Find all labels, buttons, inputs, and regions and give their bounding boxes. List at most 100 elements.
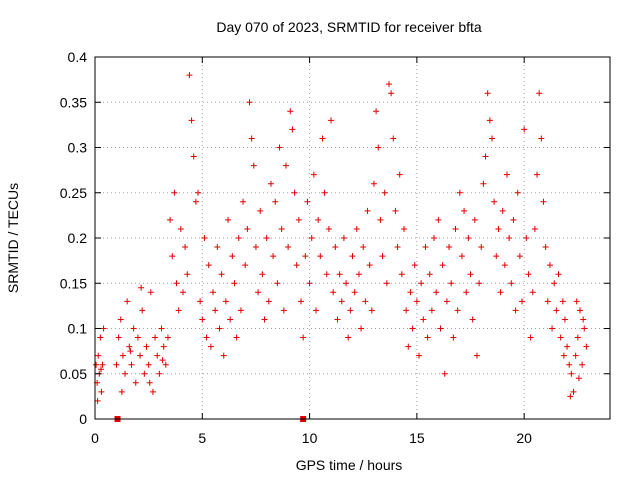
x-tick-label: 15 bbox=[409, 430, 425, 446]
data-point bbox=[246, 99, 253, 106]
data-point bbox=[450, 334, 457, 341]
data-point bbox=[349, 253, 356, 260]
grid bbox=[95, 57, 610, 419]
data-point bbox=[439, 262, 446, 269]
data-point bbox=[435, 216, 442, 223]
data-point bbox=[360, 244, 367, 251]
data-point bbox=[287, 108, 294, 115]
data-point bbox=[572, 352, 579, 359]
data-point bbox=[523, 235, 530, 241]
data-point bbox=[171, 189, 178, 196]
data-point bbox=[480, 180, 487, 187]
data-point bbox=[375, 144, 382, 151]
data-point bbox=[549, 325, 556, 332]
data-point bbox=[570, 388, 577, 395]
data-point bbox=[576, 307, 583, 314]
data-point bbox=[379, 253, 386, 260]
data-point bbox=[355, 271, 362, 278]
data-point bbox=[137, 352, 144, 359]
data-point bbox=[366, 262, 373, 269]
data-point bbox=[579, 361, 586, 368]
data-point bbox=[484, 90, 491, 97]
data-point bbox=[162, 361, 169, 368]
data-point bbox=[278, 225, 285, 232]
y-tick-label: 0.1 bbox=[68, 321, 88, 337]
data-point bbox=[122, 370, 129, 377]
data-point bbox=[126, 343, 133, 350]
data-point bbox=[145, 361, 152, 368]
data-point bbox=[177, 225, 184, 232]
data-point bbox=[167, 216, 174, 223]
data-point bbox=[448, 280, 455, 287]
data-point bbox=[581, 325, 588, 332]
data-point bbox=[437, 325, 444, 332]
data-point bbox=[94, 397, 101, 404]
data-point bbox=[573, 298, 580, 305]
y-tick-label: 0 bbox=[79, 411, 87, 427]
data-point bbox=[334, 316, 341, 323]
data-point bbox=[493, 253, 500, 260]
data-point bbox=[405, 343, 412, 350]
axes: 0 0.05 0.1 0.15 0.2 0.25 0.3 0.35 0.4 0 5 10 15 20 bbox=[60, 49, 611, 446]
data-point bbox=[343, 280, 350, 287]
data-point bbox=[321, 189, 328, 196]
data-point bbox=[149, 388, 156, 395]
data-point bbox=[332, 244, 339, 251]
data-point bbox=[323, 271, 330, 278]
data-point bbox=[154, 352, 161, 359]
data-point bbox=[164, 334, 171, 341]
data-point bbox=[132, 379, 139, 386]
y-tick-label: 0.25 bbox=[60, 185, 87, 201]
data-point bbox=[495, 225, 502, 232]
data-point bbox=[461, 207, 468, 214]
data-point bbox=[220, 352, 227, 359]
data-point bbox=[127, 348, 134, 355]
data-point bbox=[441, 370, 448, 377]
data-point bbox=[471, 216, 478, 223]
data-point bbox=[398, 271, 405, 278]
x-tick-label: 10 bbox=[302, 430, 318, 446]
data-point bbox=[182, 244, 189, 251]
data-point bbox=[362, 298, 369, 305]
data-point bbox=[482, 153, 489, 160]
data-point bbox=[542, 244, 549, 251]
data-point bbox=[293, 262, 300, 269]
y-tick-label: 0.05 bbox=[60, 366, 87, 382]
data-point bbox=[310, 171, 317, 178]
data-point bbox=[233, 334, 240, 341]
data-point bbox=[557, 334, 564, 341]
data-point bbox=[491, 198, 498, 205]
data-point bbox=[175, 307, 182, 314]
data-point bbox=[280, 307, 287, 314]
data-point bbox=[416, 352, 423, 359]
data-point bbox=[488, 135, 495, 142]
data-point bbox=[152, 334, 159, 341]
data-point bbox=[534, 171, 541, 178]
data-point bbox=[159, 357, 166, 364]
data-point bbox=[521, 126, 528, 133]
data-point bbox=[501, 262, 508, 269]
data-point bbox=[210, 289, 217, 296]
data-point bbox=[216, 325, 223, 332]
data-point bbox=[115, 334, 122, 341]
data-point bbox=[306, 280, 313, 287]
data-point bbox=[555, 271, 562, 278]
data-point bbox=[394, 244, 401, 251]
y-tick-label: 0.3 bbox=[68, 140, 88, 156]
data-point bbox=[169, 253, 176, 260]
data-point bbox=[424, 334, 431, 341]
chart-title: Day 070 of 2023, SRMTID for receiver bft… bbox=[216, 19, 482, 35]
data-point bbox=[146, 379, 153, 386]
data-point bbox=[510, 216, 517, 223]
data-point bbox=[409, 325, 416, 332]
data-point bbox=[225, 216, 232, 223]
data-point bbox=[568, 370, 575, 377]
data-point bbox=[553, 307, 560, 314]
data-point bbox=[536, 90, 543, 97]
data-point bbox=[330, 289, 337, 296]
data-point bbox=[93, 361, 100, 368]
data-point bbox=[235, 235, 242, 241]
data-point bbox=[525, 271, 532, 278]
data-point bbox=[237, 307, 244, 314]
data-point bbox=[561, 316, 568, 323]
